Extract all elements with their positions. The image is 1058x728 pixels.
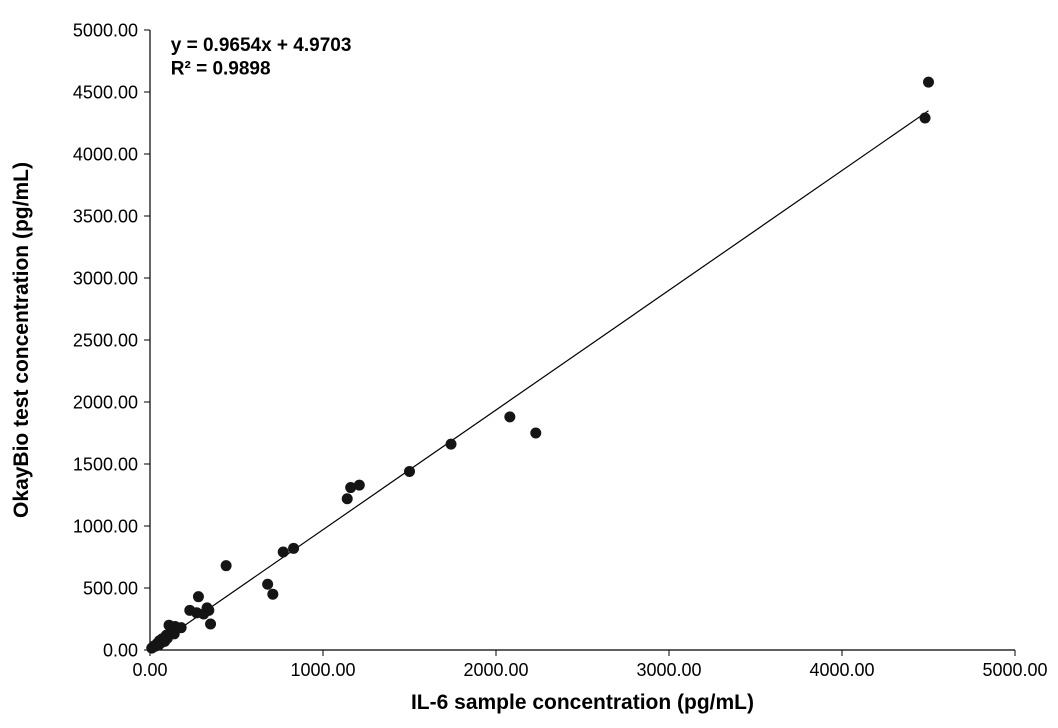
y-tick-label: 1000.00 [73,516,138,536]
data-point [342,493,353,504]
data-point [920,113,931,124]
chart-svg: 0.00 1000.00 2000.00 3000.00 4000.00 5000.00 0… [0,0,1058,728]
x-axis-label: IL-6 sample concentration (pg/mL) [411,691,754,714]
data-point [278,547,289,558]
r-squared-text: R² = 0.9898 [171,59,271,80]
y-tick-label: 2000.00 [73,392,138,412]
data-point [176,622,187,633]
y-tick-label: 0.00 [103,640,138,660]
y-tick-label: 5000.00 [73,20,138,40]
y-tick-label: 1500.00 [73,454,138,474]
data-point [530,428,541,439]
data-point [221,560,232,571]
data-point [354,480,365,491]
y-tick-label: 3000.00 [73,268,138,288]
y-axis-label: OkayBio test concentration (pg/mL) [10,162,33,518]
data-point [205,618,216,629]
data-point [262,579,273,590]
y-tick-label: 4500.00 [73,82,138,102]
data-point [203,605,214,616]
y-tick-label: 3500.00 [73,206,138,226]
x-tick-label: 2000.00 [463,660,528,680]
scatter-chart: 0.00 1000.00 2000.00 3000.00 4000.00 5000.00 0… [0,0,1058,728]
data-point [193,591,204,602]
x-tick-label: 3000.00 [636,660,701,680]
x-tick-label: 1000.00 [290,660,355,680]
data-point [267,589,278,600]
data-point [923,77,934,88]
data-point [446,439,457,450]
data-point [504,411,515,422]
data-point [404,466,415,477]
y-tick-label: 4000.00 [73,144,138,164]
x-tick-label: 0.00 [132,660,167,680]
x-tick-label: 5000.00 [982,660,1047,680]
chart-background [0,0,1058,728]
y-tick-label: 500.00 [83,578,138,598]
equation-text: y = 0.9654x + 4.9703 [171,35,352,56]
y-tick-label: 2500.00 [73,330,138,350]
data-point [288,543,299,554]
x-tick-label: 4000.00 [809,660,874,680]
